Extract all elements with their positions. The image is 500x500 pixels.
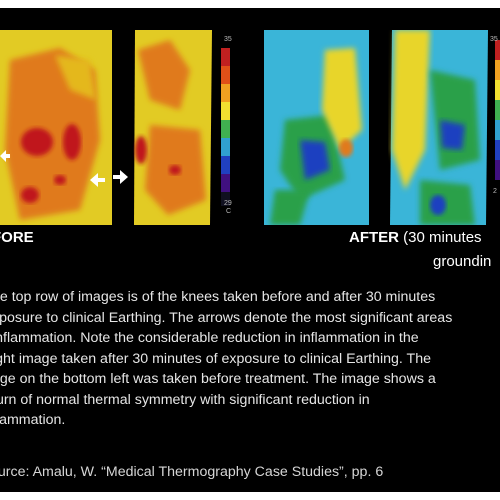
description-line: he top row of images is of the knees tak…: [0, 289, 436, 305]
before-left-knee-image: [0, 30, 112, 225]
description-paragraph: he top row of images is of the knees tak…: [0, 287, 500, 431]
description-line: xposure to clinical Earthing. The arrows…: [0, 309, 453, 326]
before-scale-max-label: 35: [224, 36, 232, 43]
after-scale-edge-label: 2: [493, 188, 497, 195]
arrow-left-icon: [90, 173, 105, 187]
source-citation: ource: Amalu, W. “Medical Thermography C…: [0, 464, 384, 480]
description-line: turn of normal thermal symmetry with sig…: [0, 391, 370, 408]
after-caption: AFTER (30 minutes: [349, 229, 482, 246]
after-color-scale: [495, 40, 500, 180]
description-line: flammation.: [0, 412, 66, 428]
description-line: ight image taken after 30 minutes of exp…: [0, 350, 432, 367]
description-line: inflammation. Note the considerable redu…: [0, 330, 419, 346]
description-line: age on the bottom left was taken before …: [0, 371, 436, 387]
after-scale-max-label: 35: [490, 36, 498, 43]
after-right-knee-image: [388, 30, 488, 225]
after-left-knee-image: [264, 30, 369, 225]
after-caption-bold: AFTER: [349, 229, 399, 246]
after-caption-rest: (30 minutes: [399, 229, 482, 246]
thermography-figure: 35 29 C 35 2 EFORE AFTER (30 minutes gro…: [0, 8, 500, 492]
before-scale-min-label: 29: [224, 200, 232, 207]
before-scale-unit-label: C: [226, 208, 232, 215]
before-right-knee-image: [132, 30, 212, 225]
arrow-right-icon: [113, 170, 128, 184]
thermal-images: [0, 30, 500, 225]
after-caption-line2: groundin: [433, 253, 492, 270]
inflammation-arrows: [0, 150, 128, 187]
before-caption: EFORE: [0, 229, 34, 246]
arrow-right-icon: [0, 150, 10, 162]
before-color-scale: [221, 48, 230, 206]
